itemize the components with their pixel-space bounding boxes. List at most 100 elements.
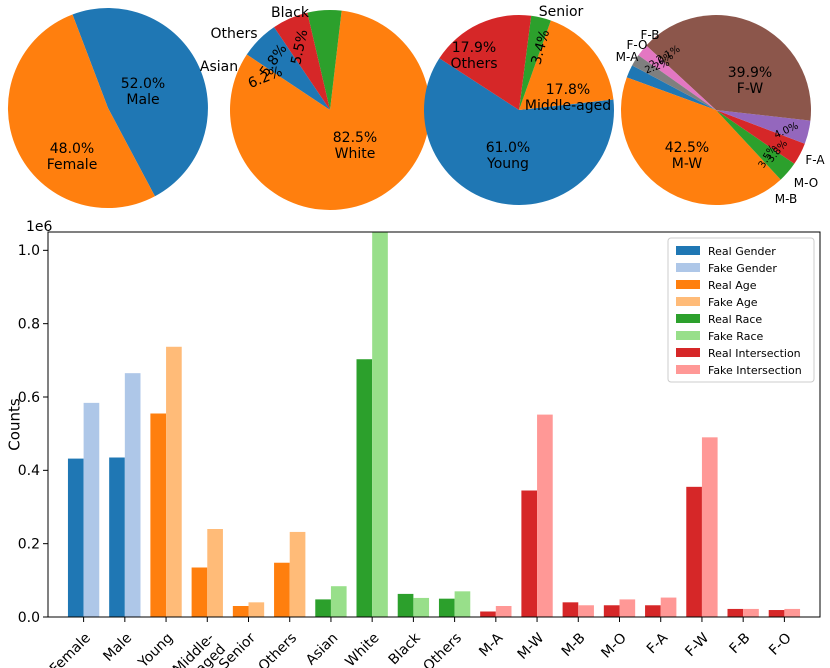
legend-label-fake-age: Fake Age	[708, 296, 758, 309]
pie-slice-young	[423, 58, 614, 206]
plot-frame	[47, 231, 821, 618]
bars	[67, 232, 801, 617]
bar-fake-female	[83, 402, 100, 617]
bar-fake-m-w	[537, 414, 553, 617]
legend-swatch-fake-race	[676, 331, 700, 340]
x-tick-label: F-W	[682, 630, 712, 660]
bar-real-black	[397, 593, 414, 617]
pie-label-senior: Senior	[539, 4, 584, 20]
pie-slice-f-a	[716, 110, 811, 144]
pie-pct-young: 61.0% Young	[486, 140, 530, 172]
pie-label-black: Black	[271, 5, 310, 21]
pie-label-others: Others	[210, 26, 257, 42]
bar-fake-m-o	[619, 599, 636, 617]
pie-slice-male	[7, 14, 155, 209]
bar-fake-black	[413, 597, 430, 617]
pie-gender: 48.0% Female 52.0% Male	[7, 8, 208, 209]
pie-label-asian: Asian	[200, 59, 238, 75]
y-tick-label: 0.4	[18, 463, 40, 479]
y-tick-label: 0.2	[18, 537, 40, 553]
pie-slice-f-o	[632, 55, 716, 110]
legend-label-fake-gender: Fake Gender	[708, 262, 777, 275]
bar-fake-m-a	[495, 606, 512, 617]
pie-slice-f-w	[646, 14, 812, 121]
bar-real-f-w	[686, 486, 702, 617]
bar-fake-asian	[330, 586, 347, 617]
y-scale-label: 1e6	[26, 219, 53, 235]
pie-intersection: 2.2%M-A42.5% M-W 3.5%M-B3.8%M-O4.0%F-A39.9…	[616, 14, 825, 206]
x-tick-label: Black	[386, 629, 425, 668]
x-tick-label: White	[342, 630, 382, 668]
x-tick-label: M-A	[476, 630, 506, 660]
legend-swatch-fake-gender	[676, 263, 700, 272]
bar-fake-f-o	[784, 608, 801, 617]
pie-slice-others	[439, 15, 532, 110]
pie-label-f-a: F-A	[805, 153, 825, 167]
x-tick-label: Female	[47, 630, 94, 668]
bar-real-asian	[315, 599, 331, 617]
bar-real-others	[274, 562, 290, 617]
y-axis: 0.0 0.2 0.4 0.6 0.8 1.0 Counts 1e6	[5, 219, 52, 626]
y-axis-label: Counts	[5, 398, 23, 451]
x-tick-label: M-W	[515, 630, 548, 663]
bar-real-female	[67, 458, 84, 617]
x-tick-label: M-O	[598, 630, 629, 661]
bar-chart: 0.0 0.2 0.4 0.6 0.8 1.0 Counts 1e6 Female Male You…	[5, 219, 821, 668]
y-tick-label: 0.6	[18, 390, 40, 406]
legend-label-real-intersection: Real Intersection	[708, 347, 801, 360]
x-tick-label: Asian	[303, 630, 341, 668]
pie-pct-female: 48.0% Female	[47, 141, 98, 173]
legend-label-real-gender: Real Gender	[708, 245, 776, 258]
bar-fake-m-b	[578, 605, 594, 617]
x-tick-label: Young	[135, 630, 177, 668]
y-tick-label: 0.8	[18, 317, 40, 333]
pie-slice-f-b	[638, 45, 716, 110]
y-tick-label: 0.0	[18, 610, 40, 626]
pie-slice-others	[274, 12, 330, 110]
pie-slice-m-w	[620, 77, 781, 206]
pie-pct-m-w: 42.5% M-W	[665, 140, 709, 172]
x-tick-label: M-B	[559, 630, 589, 660]
bar-real-senior	[232, 606, 249, 617]
bar-real-male	[109, 457, 125, 617]
bar-real-m-a	[480, 611, 496, 617]
legend-swatch-real-gender	[676, 246, 700, 255]
bar-real-m-b	[562, 602, 579, 617]
legend-swatch-real-race	[676, 314, 700, 323]
pie-slice-asian	[246, 27, 330, 111]
bar-fake-middle-aged	[207, 529, 223, 617]
pie-slice-m-a	[626, 65, 716, 110]
legend-swatch-fake-intersection	[676, 365, 700, 374]
legend-swatch-fake-age	[676, 297, 700, 306]
pie-slice-senior	[519, 15, 551, 110]
legend-label-fake-race: Fake Race	[708, 330, 763, 343]
bar-fake-f-w	[701, 437, 718, 617]
bar-fake-male	[124, 373, 141, 617]
pie-label-f-o: F-O	[626, 38, 647, 52]
x-tick-label: F-B	[727, 630, 754, 657]
bar-real-f-a	[645, 605, 661, 617]
y-tick-label: 1.0	[18, 243, 40, 259]
bar-fake-white	[372, 232, 388, 617]
pie-slice-m-o	[716, 110, 805, 164]
x-tick-label: Others	[420, 630, 465, 668]
bar-real-young	[150, 413, 167, 617]
pie-pct-middle-aged: 17.8% Middle-aged	[525, 82, 611, 114]
legend: Real Gender Fake Gender Real Age Fake Age Re…	[667, 237, 815, 383]
pie-pct-white: 82.5% White	[333, 130, 377, 162]
x-tick-label: Male	[100, 630, 135, 665]
bar-fake-others	[454, 591, 471, 617]
pie-slice-white	[230, 10, 431, 211]
pie-slice-female	[72, 8, 208, 197]
pie-label-m-b: M-B	[775, 192, 798, 206]
bar-real-f-b	[727, 608, 744, 617]
legend-swatch-real-intersection	[676, 348, 700, 357]
pie-pct-others: 17.9% Others	[450, 40, 497, 72]
pie-slice-m-b	[716, 110, 795, 180]
bar-real-middle-aged	[191, 567, 208, 617]
